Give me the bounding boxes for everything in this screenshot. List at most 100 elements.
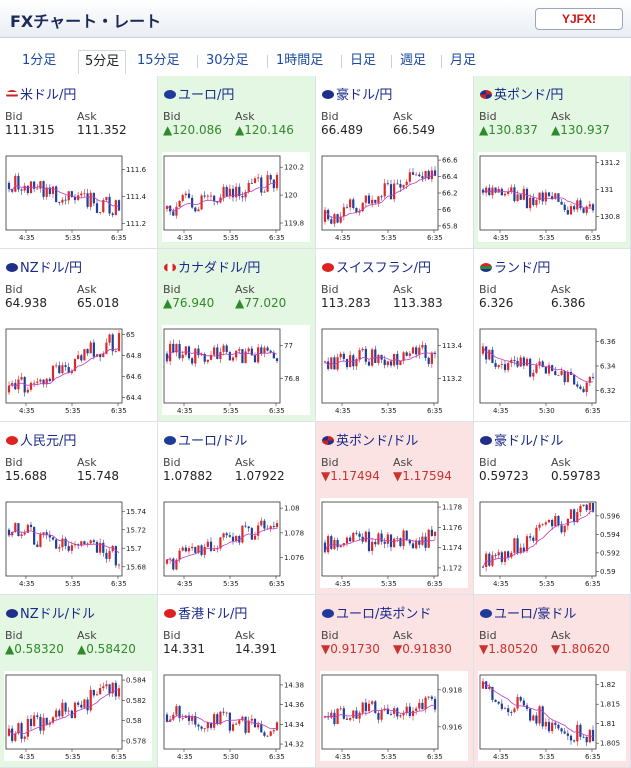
rate-panel[interactable]: 香港ドル/円 Bid Ask 14.331 14.391 14.38 14.36 14.34 1… (158, 595, 316, 768)
rate-panel[interactable]: 英ポンド/ドル Bid Ask ▼1.17494 ▼1.17594 1.178 1.176 1… (316, 422, 474, 595)
candle-body (529, 358, 532, 377)
price-chart[interactable]: 15.74 15.72 15.7 15.68 4:35 5:35 6:35 (4, 498, 152, 588)
chart-frame (321, 155, 439, 231)
y-tick-label: 111.4 (126, 193, 147, 201)
candle-body (86, 193, 89, 207)
candle-body (263, 191, 266, 193)
price-chart[interactable]: 0.584 0.582 0.58 0.578 4:35 5:35 6:35 (4, 671, 152, 761)
tab-6[interactable]: 日足 (350, 53, 377, 68)
rate-panel[interactable]: ランド/円 Bid Ask 6.326 6.386 6.36 6.34 6.32 4:35 5:3… (474, 249, 631, 422)
candle-body (61, 702, 64, 717)
candle-body (64, 365, 67, 367)
candle-body (181, 354, 184, 359)
price-chart[interactable]: 131.2 131 130.8 4:35 5:35 6:35 (478, 152, 626, 242)
price-chart[interactable]: 120.2 120 119.8 4:35 5:35 6:35 (162, 152, 310, 242)
tab-8[interactable]: 月足 (450, 53, 477, 68)
candle-body (569, 206, 573, 215)
candle-body (225, 345, 228, 353)
pair-link[interactable]: 香港ドル/円 (164, 603, 247, 622)
candle-body (39, 534, 42, 547)
tab-4[interactable]: 30分足 (206, 53, 249, 68)
rate-panel[interactable]: 英ポンド/円 Bid Ask ▲130.837 ▲130.937 131.2 131 130.… (474, 76, 631, 249)
tab-3[interactable]: 15分足 (137, 53, 180, 68)
candle-body (17, 523, 20, 537)
pair-link[interactable]: ユーロ/英ポンド (322, 603, 431, 622)
pair-link[interactable]: 豪ドル/ドル (480, 430, 563, 449)
price-chart[interactable]: 66.6 66.4 66.2 66 65.8 4:35 5:35 6:35 (320, 152, 468, 242)
candle-body (415, 174, 418, 176)
pair-link[interactable]: ランド/円 (480, 257, 550, 276)
candle-body (355, 359, 358, 367)
rate-panel[interactable]: カナダドル/円 Bid Ask ▲76.940 ▲77.020 77 76.8 4:35 5:3… (158, 249, 316, 422)
tab-7[interactable]: 週足 (400, 53, 427, 68)
candle-body (92, 342, 95, 357)
candle-body (58, 365, 61, 374)
pair-link[interactable]: 英ポンド/円 (480, 84, 563, 103)
rate-panel[interactable]: ユーロ/豪ドル Bid Ask ▼1.80520 ▼1.80620 1.82 1.815 1.… (474, 595, 631, 768)
price-chart[interactable]: 6.36 6.34 6.32 4:35 5:30 6:35 (478, 325, 626, 415)
ask-label: Ask (551, 110, 571, 123)
candle-body (222, 533, 225, 538)
candle-body (333, 214, 336, 224)
pair-link[interactable]: 英ポンド/ドル (322, 430, 418, 449)
price-chart[interactable]: 77 76.8 4:35 5:35 6:35 (162, 325, 310, 415)
candle-body (421, 176, 424, 179)
price-chart[interactable]: 0.596 0.594 0.592 0.59 4:35 5:35 6:35 (478, 498, 626, 588)
pair-link[interactable]: 人民元/円 (6, 430, 76, 449)
candle-body (108, 334, 111, 343)
rate-panel[interactable]: 人民元/円 Bid Ask 15.688 15.748 15.74 15.72 15.7 15.… (0, 422, 158, 595)
yjfx-logo[interactable]: YJFX! (535, 8, 623, 30)
pair-link[interactable]: カナダドル/円 (164, 257, 260, 276)
candle-body (260, 520, 263, 526)
price-chart[interactable]: 113.4 113.2 4:35 5:35 6:35 (320, 325, 468, 415)
pair-link[interactable]: ユーロ/ドル (164, 430, 247, 449)
rate-panel[interactable]: ユーロ/ドル Bid Ask 1.07882 1.07922 1.08 1.078 1.076… (158, 422, 316, 595)
bid-value: 113.283 (321, 296, 371, 310)
pair-name: 英ポンド/ドル (336, 434, 419, 449)
candle-body (380, 196, 383, 198)
candle-body (481, 346, 485, 354)
candle-body (111, 546, 114, 552)
ask-value: 15.748 (77, 469, 119, 483)
candle-body (579, 505, 582, 513)
price-chart[interactable]: 0.918 0.916 4:35 5:35 6:35 (320, 671, 468, 761)
candle-body (418, 347, 421, 355)
candle-body (529, 197, 532, 209)
candle-body (20, 189, 23, 191)
candle-body (108, 684, 111, 694)
tab-5[interactable]: 1時間足 (276, 53, 324, 68)
price-chart[interactable]: 65 64.8 64.6 64.4 4:35 5:35 6:35 (4, 325, 152, 415)
tab-2[interactable]: 5分足 (78, 50, 127, 74)
x-tick-label: 6:35 (585, 580, 601, 588)
price-chart[interactable]: 1.08 1.078 1.076 4:35 5:35 6:35 (162, 498, 310, 588)
rate-panel[interactable]: 米ドル/円 Bid Ask 111.315 111.352 111.6 111.4 111.2… (0, 76, 158, 249)
rate-panel[interactable]: スイスフラン/円 Bid Ask 113.283 113.383 113.4 113.2 4:… (316, 249, 474, 422)
candle-body (20, 723, 23, 739)
pair-link[interactable]: 米ドル/円 (6, 84, 76, 103)
candle-body (20, 377, 23, 380)
candle-body (503, 193, 507, 196)
pair-link[interactable]: ユーロ/円 (164, 84, 234, 103)
candle-body (507, 551, 510, 558)
pair-name: 豪ドル/円 (336, 88, 393, 103)
tab-separator (391, 55, 392, 68)
rate-panel[interactable]: ユーロ/円 Bid Ask ▲120.086 ▲120.146 120.2 120 119.8… (158, 76, 316, 249)
price-chart[interactable]: 1.178 1.176 1.174 1.172 4:35 5:35 6:35 (320, 498, 468, 588)
pair-link[interactable]: ユーロ/豪ドル (480, 603, 576, 622)
rate-panel[interactable]: ユーロ/英ポンド Bid Ask ▼0.91730 ▼0.91830 0.918 0.916… (316, 595, 474, 768)
pair-link[interactable]: NZドル/円 (6, 257, 82, 276)
rate-panel[interactable]: 豪ドル/円 Bid Ask 66.489 66.549 66.6 66.4 66.2 66 65.… (316, 76, 474, 249)
tab-1[interactable]: 1分足 (22, 53, 57, 68)
price-chart[interactable]: 1.82 1.815 1.81 1.805 4:35 5:35 6:35 (478, 671, 626, 761)
candle-body (14, 175, 17, 192)
candle-body (73, 702, 77, 719)
price-chart[interactable]: 111.6 111.4 111.2 4:35 5:35 6:35 (4, 152, 152, 242)
rate-panel[interactable]: 豪ドル/ドル Bid Ask 0.59723 0.59783 0.596 0.594 0.59… (474, 422, 631, 595)
price-chart[interactable]: 14.38 14.36 14.34 14.32 4:35 5:30 6:35 (162, 671, 310, 761)
pair-link[interactable]: 豪ドル/円 (322, 84, 392, 103)
y-tick-label: 15.68 (126, 563, 146, 571)
pair-link[interactable]: スイスフラン/円 (322, 257, 431, 276)
pair-link[interactable]: NZドル/ドル (6, 603, 95, 622)
rate-panel[interactable]: NZドル/ドル Bid Ask ▲0.58320 ▲0.58420 0.584 0.582 0… (0, 595, 158, 768)
rate-panel[interactable]: NZドル/円 Bid Ask 64.938 65.018 65 64.8 64.6 64.4 4:… (0, 249, 158, 422)
